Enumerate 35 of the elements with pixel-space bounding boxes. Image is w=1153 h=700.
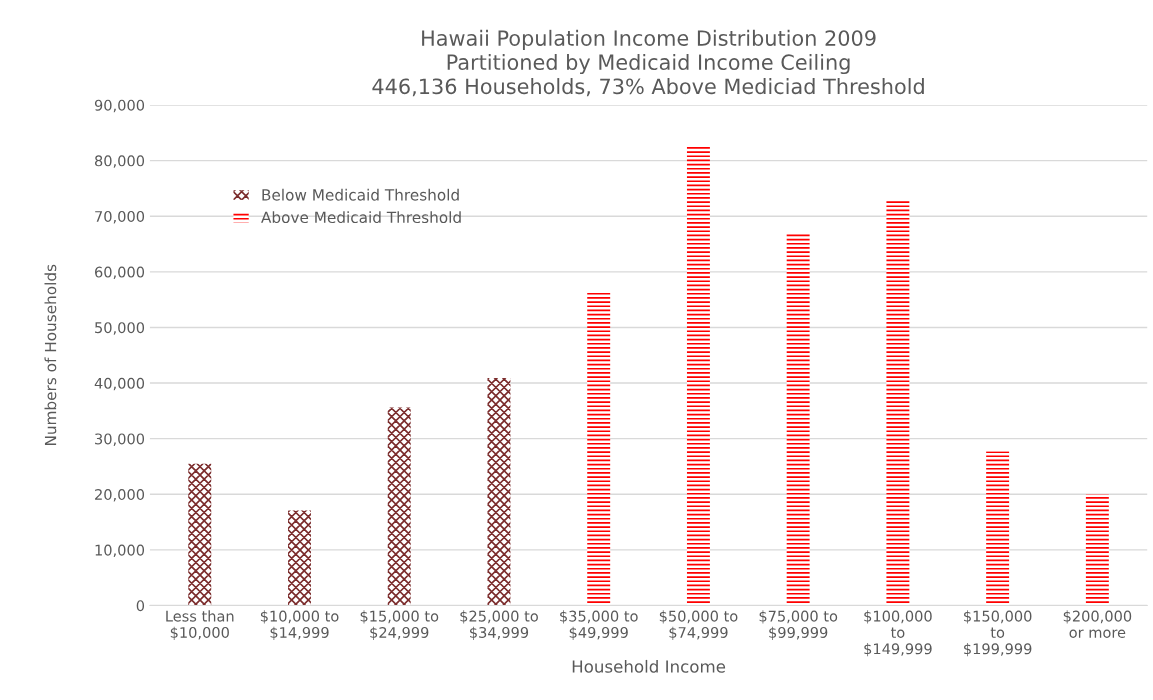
y-tick-label: 20,000: [95, 488, 145, 502]
x-tick-label: $50,000 to $74,999: [659, 610, 738, 640]
y-tick-label: 40,000: [94, 377, 145, 391]
y-tick-label: 50,000: [95, 322, 145, 335]
x-tick-label: $10,000 to $14,999: [260, 610, 339, 640]
x-tick-label: $75,000 to $99,999: [759, 610, 838, 640]
bar: [986, 451, 1010, 606]
chart-title: Hawaii Population Income Distribution 2009 Partitioned by Medicaid Income Ceiling 446,136 Households, 73% Above Mediciad Threshold: [372, 29, 924, 97]
bar: [487, 378, 511, 606]
bar: [188, 463, 212, 606]
bar: [387, 407, 411, 606]
x-tick-label: $15,000 to $24,999: [360, 610, 439, 640]
bar: [786, 232, 810, 606]
bar: [686, 145, 710, 606]
bar: [886, 200, 910, 606]
x-axis-title: Household Income: [572, 659, 726, 673]
x-tick-label: $100,000 to $149,999: [864, 610, 932, 657]
y-tick-label: 70,000: [95, 210, 145, 224]
x-tick-label: $35,000 to $49,999: [560, 610, 638, 640]
x-tick-label: $200,000 or more: [1063, 610, 1132, 638]
x-tick-label: $25,000 to $34,999: [460, 610, 538, 640]
y-tick-label: 0: [136, 600, 145, 612]
y-tick-label: 10,000: [95, 544, 145, 558]
y-tick-label: 80,000: [94, 155, 145, 168]
legend-label: Above Medicaid Threshold: [261, 211, 461, 224]
legend-label: Below Medicaid Threshold: [262, 188, 459, 201]
bar: [587, 291, 611, 606]
y-tick-label: 30,000: [95, 433, 145, 446]
bar: [1085, 494, 1109, 606]
bar: [288, 510, 311, 606]
x-tick-label: Less than $10,000: [166, 610, 234, 640]
y-tick-label: 90,000: [94, 99, 145, 113]
x-tick-label: $150,000 to $199,999: [964, 610, 1032, 657]
y-axis-title: Numbers of Households: [44, 264, 57, 446]
y-tick-label: 60,000: [95, 266, 145, 280]
